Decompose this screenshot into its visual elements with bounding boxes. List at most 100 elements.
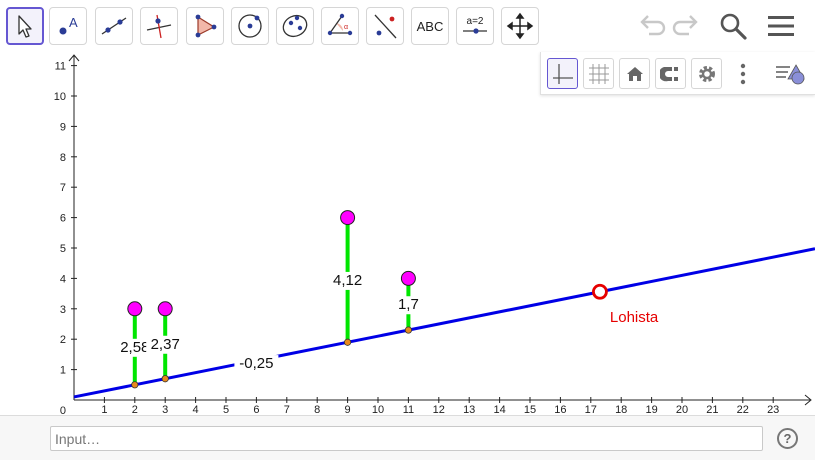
settings-button[interactable] bbox=[691, 58, 722, 89]
text-tool-button[interactable]: ABC bbox=[411, 7, 449, 45]
x-tick-label: 21 bbox=[706, 404, 718, 415]
value-label: 2,58 bbox=[120, 339, 149, 356]
y-tick-label: 9 bbox=[60, 121, 66, 133]
style-bar bbox=[540, 52, 815, 95]
point-icon: A bbox=[59, 15, 78, 35]
move-tool-button[interactable] bbox=[6, 7, 44, 45]
foot-point[interactable] bbox=[404, 326, 412, 334]
reflect-tool-button[interactable] bbox=[366, 7, 404, 45]
foot-point[interactable] bbox=[161, 375, 169, 383]
regression-line[interactable] bbox=[73, 247, 815, 399]
angle-icon: α bbox=[327, 13, 353, 36]
foot-point[interactable] bbox=[131, 381, 139, 389]
data-points[interactable] bbox=[127, 210, 608, 389]
point-tool-button[interactable]: A bbox=[49, 7, 87, 45]
search-icon bbox=[720, 13, 747, 40]
y-tick-label: 5 bbox=[60, 243, 66, 255]
polygon-tool-button[interactable] bbox=[186, 7, 224, 45]
data-point[interactable] bbox=[157, 301, 173, 317]
y-tick-label: 7 bbox=[60, 182, 66, 194]
x-tick-label: 12 bbox=[433, 404, 445, 415]
move-view-tool-button[interactable] bbox=[501, 7, 539, 45]
grid-toggle-button[interactable] bbox=[583, 58, 614, 89]
data-point[interactable] bbox=[127, 301, 143, 317]
value-label-bg bbox=[393, 296, 424, 315]
help-button[interactable]: ? bbox=[777, 428, 798, 449]
x-tick-label: 13 bbox=[463, 404, 475, 415]
perpendicular-line-tool-button[interactable] bbox=[140, 7, 178, 45]
y-axis-arrow bbox=[68, 54, 80, 62]
axis-ticks: 1 2 3 4 5 6 7 8 9 10 11 12 13 14 15 16 17 18 19 20 21 22 23123… bbox=[54, 61, 780, 415]
toggle-stylebar-button[interactable] bbox=[773, 58, 809, 89]
x-tick-label: 8 bbox=[314, 404, 320, 415]
x-tick-label: 20 bbox=[676, 404, 688, 415]
home-icon bbox=[626, 66, 643, 81]
value-label-bg bbox=[115, 338, 154, 357]
y-tick-label: 6 bbox=[60, 213, 66, 225]
more-options-button[interactable] bbox=[727, 58, 758, 89]
svg-text:α: α bbox=[344, 24, 348, 31]
y-tick-label: 3 bbox=[60, 304, 66, 316]
x-tick-label: 16 bbox=[554, 404, 566, 415]
ellipse-tool-button[interactable] bbox=[276, 7, 314, 45]
search-button[interactable] bbox=[716, 9, 750, 43]
undo-icon bbox=[640, 15, 666, 36]
grid-icon bbox=[588, 63, 609, 84]
x-tick-label: 22 bbox=[737, 404, 749, 415]
value-label: 2,37 bbox=[151, 336, 180, 353]
axes-icon bbox=[552, 63, 573, 84]
origin-label: 0 bbox=[60, 405, 66, 415]
x-tick-label: 7 bbox=[284, 404, 290, 415]
ellipse-icon bbox=[282, 14, 308, 38]
x-tick-label: 10 bbox=[372, 404, 384, 415]
value-label: 4,12 bbox=[333, 272, 362, 289]
vertical-dots-icon bbox=[740, 63, 745, 84]
x-tick-label: 23 bbox=[767, 404, 779, 415]
drag-handle-label: Lohista bbox=[610, 309, 659, 326]
axes-toggle-button[interactable] bbox=[547, 58, 578, 89]
drag-handle[interactable] bbox=[592, 283, 608, 300]
slider-icon: a=2 bbox=[463, 16, 487, 34]
line-label: -0,25 bbox=[239, 355, 273, 372]
magnet-icon bbox=[659, 66, 678, 81]
x-tick-label: 4 bbox=[193, 404, 199, 415]
value-label: 1,7 bbox=[398, 296, 419, 313]
foot-point[interactable] bbox=[343, 338, 352, 346]
value-labels: -0,25 2,58 2,37 4,12 1,7 Lohista bbox=[115, 271, 659, 374]
angle-tool-button[interactable]: α bbox=[321, 7, 359, 45]
axes bbox=[68, 54, 812, 406]
main-menu-button[interactable] bbox=[764, 9, 798, 43]
slider-tool-button[interactable]: a=2 bbox=[456, 7, 494, 45]
x-tick-label: 19 bbox=[645, 404, 657, 415]
y-tick-label: 1 bbox=[60, 365, 66, 377]
y-tick-label: 8 bbox=[60, 152, 66, 164]
y-tick-label: 2 bbox=[60, 334, 66, 346]
x-tick-label: 6 bbox=[253, 404, 259, 415]
graphics-view[interactable]: 1 2 3 4 5 6 7 8 9 10 11 12 13 14 15 16 17 18 19 20 21 22 23123… bbox=[0, 52, 815, 415]
input-bar: ? bbox=[0, 415, 815, 460]
undo-button[interactable] bbox=[634, 9, 668, 43]
redo-button[interactable] bbox=[670, 9, 704, 43]
y-tick-label: 10 bbox=[54, 91, 66, 103]
y-tick-label: 11 bbox=[55, 61, 66, 73]
x-tick-label: 9 bbox=[345, 404, 351, 415]
line-tool-button[interactable] bbox=[95, 7, 133, 45]
x-tick-label: 11 bbox=[403, 404, 414, 415]
algebra-input[interactable] bbox=[50, 426, 763, 451]
point-capturing-button[interactable] bbox=[655, 58, 686, 89]
x-tick-label: 18 bbox=[615, 404, 627, 415]
home-view-button[interactable] bbox=[619, 58, 650, 89]
redo-icon bbox=[672, 15, 698, 36]
help-icon: ? bbox=[783, 431, 792, 446]
data-point[interactable] bbox=[400, 270, 416, 286]
x-tick-label: 14 bbox=[493, 404, 505, 415]
gear-icon bbox=[698, 65, 715, 82]
toolbar: A α ABC a=2 bbox=[0, 0, 815, 52]
x-tick-label: 3 bbox=[162, 404, 168, 415]
x-tick-label: 2 bbox=[132, 404, 138, 415]
value-label-bg bbox=[328, 271, 367, 290]
data-point[interactable] bbox=[340, 210, 356, 226]
circle-tool-button[interactable] bbox=[231, 7, 269, 45]
slider-label: a=2 bbox=[467, 16, 484, 27]
